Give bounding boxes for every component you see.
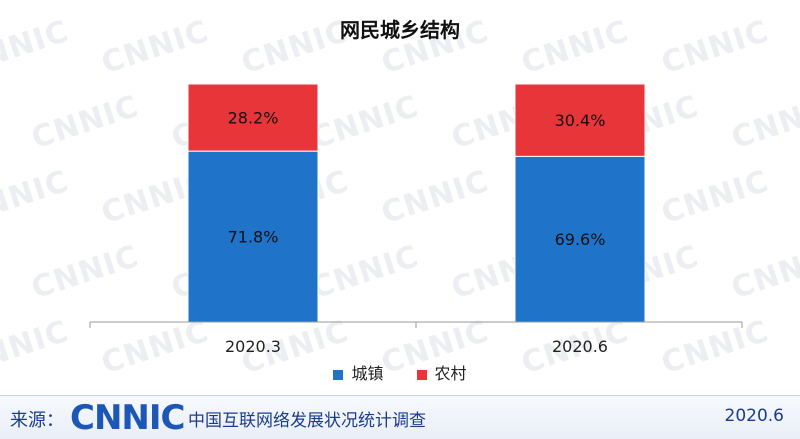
org-name: 中国互联网络发展状况统计调查 xyxy=(188,411,426,431)
legend-label-rural: 农村 xyxy=(434,364,467,383)
category-label-2: 2020.6 xyxy=(552,337,608,356)
legend-item-urban: 城镇 xyxy=(333,360,383,384)
legend-swatch-urban xyxy=(333,369,344,380)
data-label-urban-1: 71.8% xyxy=(228,228,279,247)
footer-bar: 来源： CNNIC 中国互联网络发展状况统计调查 2020.6 xyxy=(0,395,800,439)
legend-label-urban: 城镇 xyxy=(351,364,384,383)
bar-urban-2 xyxy=(514,155,646,323)
bar-urban-1 xyxy=(187,150,319,323)
legend-item-rural: 农村 xyxy=(416,360,467,384)
data-label-rural-1: 28.2% xyxy=(228,109,279,128)
data-label-rural-2: 30.4% xyxy=(555,111,606,130)
bar-rural-2 xyxy=(514,83,646,157)
chart-title: 网民城乡结构 xyxy=(340,18,460,42)
source-label: 来源： xyxy=(10,410,64,431)
data-label-urban-2: 69.6% xyxy=(555,230,606,249)
bar-rural-1 xyxy=(187,83,319,152)
category-label-1: 2020.3 xyxy=(225,337,281,356)
legend-swatch-rural xyxy=(416,369,427,380)
stacked-bar-chart: 71.8% 28.2% 2020.3 69.6% 30.4% 2020.6 xyxy=(89,83,743,356)
cnnic-logo: CNNIC xyxy=(70,398,185,438)
footer-date: 2020.6 xyxy=(724,406,784,426)
legend: 城镇 农村 xyxy=(0,360,800,384)
